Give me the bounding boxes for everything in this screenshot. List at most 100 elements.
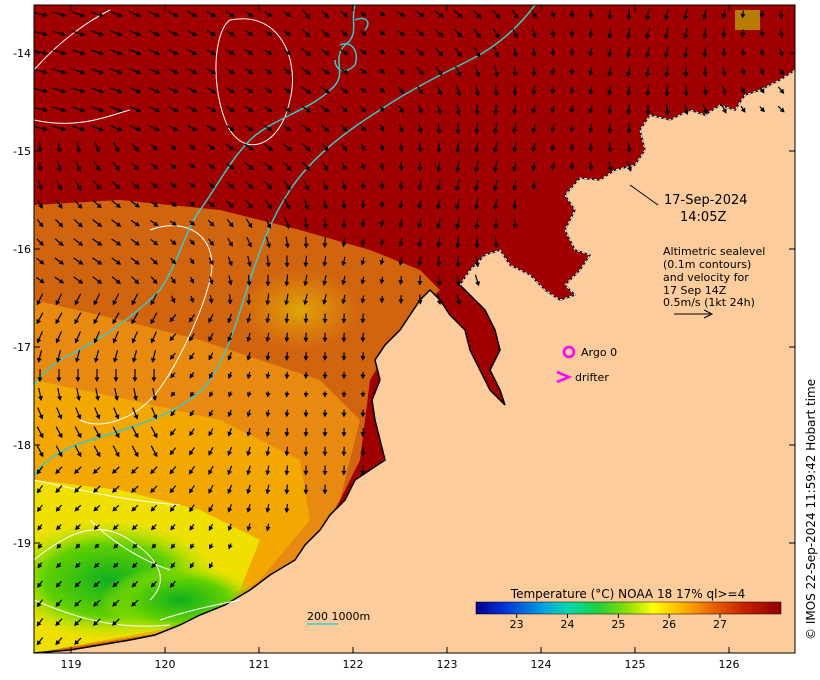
- velocity-arrow-head: [38, 240, 44, 246]
- velocity-arrow-head: [341, 185, 347, 191]
- velocity-arrow-head: [189, 297, 195, 303]
- velocity-arrow-head: [98, 50, 104, 56]
- velocity-arrow-head: [150, 318, 156, 325]
- velocity-arrow-head: [607, 166, 613, 172]
- velocity-arrow-head: [304, 185, 310, 191]
- velocity-arrow-head: [189, 506, 194, 513]
- velocity-arrow-head: [56, 525, 61, 531]
- velocity-arrow-head: [114, 395, 119, 401]
- velocity-arrow-head: [171, 240, 177, 246]
- velocity-arrow-head: [208, 298, 214, 304]
- velocity-arrow-head: [227, 280, 233, 286]
- isobath-lines: [34, 5, 536, 476]
- velocity-arrow-head: [361, 30, 367, 36]
- velocity-arrow-head: [607, 147, 613, 153]
- velocity-arrow-head: [42, 31, 48, 37]
- velocity-arrow-head: [189, 239, 195, 246]
- velocity-arrow-head: [341, 392, 347, 398]
- velocity-arrow-head: [267, 184, 273, 190]
- velocity-arrow-head: [36, 601, 42, 608]
- velocity-arrow-head: [188, 317, 194, 323]
- velocity-arrow-head: [80, 126, 86, 132]
- velocity-arrow-head: [42, 50, 48, 56]
- velocity-arrow-head: [150, 487, 156, 493]
- velocity-arrow-head: [284, 356, 290, 361]
- velocity-arrow-head: [683, 110, 689, 116]
- velocity-arrow-head: [721, 89, 727, 96]
- velocity-arrow-head: [133, 451, 139, 458]
- velocity-arrow-head: [493, 224, 499, 230]
- velocity-arrow-head: [284, 318, 290, 324]
- velocity-arrow-head: [154, 107, 160, 113]
- velocity-arrow-head: [493, 205, 499, 211]
- velocity-arrow-head: [227, 373, 233, 379]
- velocity-arrow-head: [324, 31, 330, 37]
- velocity-arrow-head: [664, 110, 670, 116]
- velocity-arrow-head: [247, 222, 253, 229]
- velocity-arrow-head: [192, 107, 198, 113]
- velocity-arrow-head: [380, 11, 386, 17]
- velocity-arrow-head: [114, 432, 120, 439]
- velocity-arrow-head: [42, 88, 48, 94]
- velocity-arrow-head: [75, 377, 81, 383]
- velocity-arrow-head: [192, 12, 198, 18]
- velocity-arrow-head: [438, 12, 444, 18]
- velocity-arrow-head: [474, 110, 480, 116]
- velocity-arrow-head: [436, 224, 442, 230]
- velocity-arrow-head: [248, 184, 254, 190]
- velocity-arrow-head: [133, 395, 138, 401]
- velocity-arrow-head: [209, 183, 216, 188]
- velocity-arrow-head: [74, 601, 80, 607]
- velocity-arrow-head: [150, 506, 156, 512]
- lon-label: 121: [249, 658, 270, 671]
- altimetry-line: (0.1m contours): [663, 258, 751, 271]
- velocity-arrow-head: [284, 243, 290, 249]
- velocity-arrow-head: [455, 148, 461, 154]
- velocity-arrow-head: [360, 184, 366, 190]
- velocity-arrow-head: [778, 32, 784, 39]
- velocity-arrow-head: [322, 224, 328, 229]
- velocity-arrow-head: [474, 186, 480, 192]
- velocity-arrow-head: [360, 392, 366, 398]
- velocity-arrow-head: [116, 221, 122, 227]
- velocity-arrow-head: [57, 414, 63, 420]
- velocity-arrow-head: [37, 543, 43, 549]
- velocity-arrow-head: [645, 15, 651, 21]
- velocity-arrow-head: [76, 432, 82, 439]
- velocity-arrow-head: [131, 300, 137, 306]
- velocity-arrow-head: [228, 241, 233, 247]
- velocity-arrow-head: [266, 69, 273, 74]
- velocity-arrow-head: [131, 525, 137, 531]
- velocity-arrow-head: [474, 91, 480, 97]
- velocity-arrow-head: [169, 506, 175, 512]
- velocity-arrow-head: [55, 487, 61, 494]
- sealevel-contours: [34, 9, 293, 627]
- velocity-arrow-head: [170, 278, 176, 284]
- velocity-arrow-head: [57, 451, 63, 458]
- velocity-arrow-head: [228, 222, 234, 228]
- velocity-arrow-head: [227, 299, 233, 305]
- velocity-arrow-head: [55, 639, 61, 646]
- velocity-arrow-head: [418, 109, 423, 115]
- velocity-arrow-head: [626, 15, 632, 21]
- velocity-arrow-head: [343, 88, 349, 94]
- velocity-arrow-head: [190, 182, 196, 188]
- velocity-arrow-head: [476, 13, 482, 19]
- velocity-arrow-head: [418, 70, 424, 76]
- velocity-arrow-head: [209, 202, 215, 208]
- velocity-arrow-head: [399, 108, 404, 114]
- velocity-arrow-head: [683, 15, 689, 21]
- velocity-arrow-head: [419, 31, 425, 37]
- velocity-arrow-head: [229, 126, 235, 132]
- velocity-arrow-head: [210, 12, 217, 18]
- velocity-arrow-head: [248, 12, 254, 18]
- velocity-arrow-head: [152, 451, 158, 458]
- velocity-arrow-head: [153, 183, 159, 189]
- velocity-arrow-head: [379, 87, 386, 94]
- velocity-arrow-head: [265, 451, 271, 457]
- velocity-arrow-head: [37, 166, 43, 172]
- velocity-arrow-head: [286, 146, 293, 152]
- velocity-arrow-head: [209, 164, 216, 169]
- velocity-arrow-head: [284, 374, 290, 380]
- velocity-arrow-head: [360, 204, 366, 209]
